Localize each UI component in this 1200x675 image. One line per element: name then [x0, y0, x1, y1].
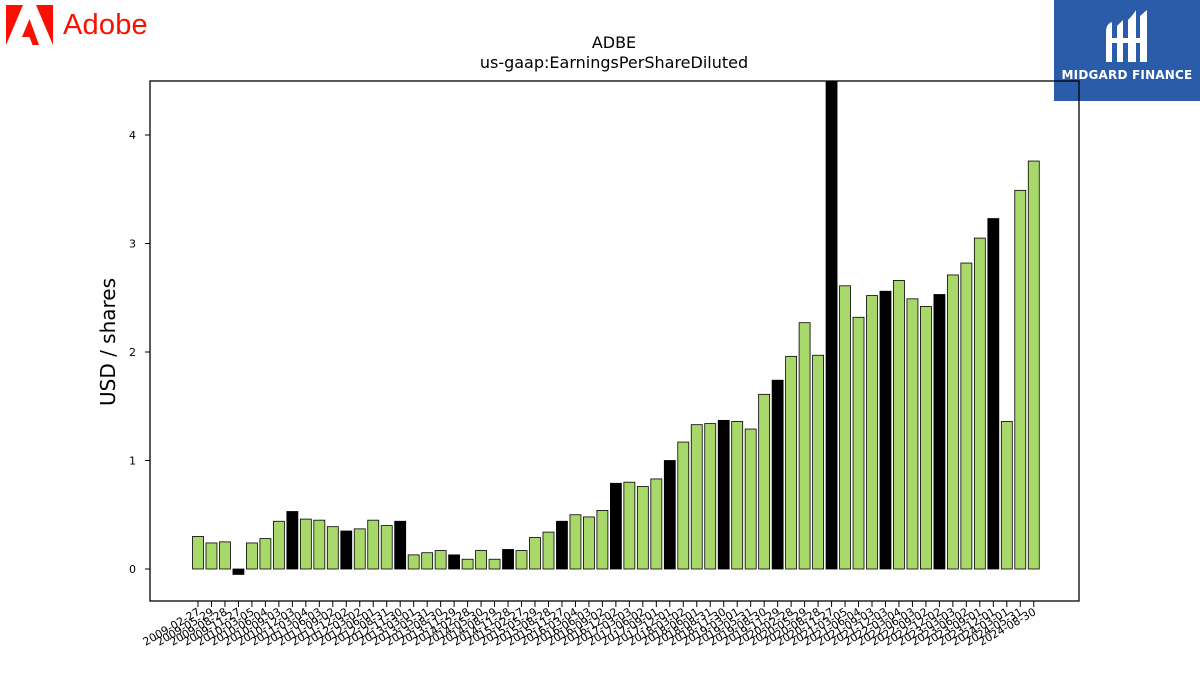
bar-2009-02-27: [192, 536, 204, 570]
chart-subtitle: us-gaap:EarningsPerShareDiluted: [480, 53, 748, 72]
y-tick-label: 1: [129, 455, 136, 468]
x-ticks-group: 2009-02-272009-05-292009-08-282009-11-27…: [141, 601, 1038, 649]
bar-2020-02-28: [785, 355, 798, 570]
bar-2020-05-29: [798, 322, 811, 570]
watermark-name: MIDGARD FINANCE: [1061, 68, 1193, 82]
bar-2012-03-02: [353, 528, 366, 570]
bar-2013-03-01: [407, 554, 420, 570]
bar-2010-09-03: [272, 520, 285, 570]
y-ticks-group: 0 1 2 3 4: [129, 129, 150, 576]
bar-2023-12-01: [987, 218, 1000, 570]
bar-2021-03-05: [839, 285, 851, 570]
bar-2022-09-02: [920, 306, 932, 570]
bar-2014-08-29: [488, 558, 501, 570]
bar-2016-09-02: [596, 510, 609, 570]
bar-2019-05-31: [744, 428, 757, 570]
y-axis-label: USD / shares: [96, 278, 120, 406]
bar-2018-06-01: [690, 424, 703, 570]
bar-2023-06-02: [960, 262, 973, 570]
bar-2013-11-29: [448, 554, 461, 570]
bar-2012-11-30: [394, 520, 407, 570]
bar-2021-12-03: [879, 290, 892, 570]
bar-2009-11-27: [232, 568, 245, 575]
y-tick-label: 3: [129, 238, 136, 251]
bar-2022-06-03: [906, 298, 919, 570]
bar-2015-05-29: [529, 537, 541, 570]
watermark-logo: MIDGARD FINANCE: [1054, 0, 1200, 101]
bar-2018-08-31: [704, 423, 717, 570]
bar-2024-03-01: [1000, 421, 1013, 570]
bar-2020-11-27: [825, 80, 838, 570]
bar-2017-09-01: [650, 478, 663, 570]
bar-2011-03-04: [299, 518, 312, 570]
bar-2015-11-27: [556, 520, 568, 570]
bar-2010-12-03: [286, 511, 299, 570]
bar-2024-08-30: [1027, 160, 1040, 570]
bar-2016-03-04: [569, 514, 582, 570]
bar-2017-12-01: [663, 460, 676, 570]
y-tick-label: 2: [129, 346, 136, 359]
bar-2012-06-01: [367, 519, 380, 570]
bar-2011-06-03: [313, 519, 326, 570]
bar-2010-03-05: [246, 542, 258, 570]
bar-2014-11-28: [502, 549, 514, 570]
bar-2016-12-02: [609, 482, 622, 570]
bar-2013-08-30: [434, 550, 447, 570]
bar-2009-08-28: [219, 541, 231, 570]
bar-2018-03-02: [677, 441, 690, 570]
adobe-logo-icon: [6, 5, 53, 45]
bar-2010-06-04: [259, 538, 272, 570]
bar-2023-03-03: [946, 274, 959, 570]
bar-2020-08-28: [812, 354, 824, 570]
bar-2018-11-30: [717, 419, 730, 570]
bar-2017-06-02: [636, 486, 649, 570]
bar-2019-11-29: [771, 379, 784, 570]
brand-name: Adobe: [63, 8, 148, 41]
bar-2024-05-31: [1014, 189, 1027, 570]
bar-2013-05-31: [421, 552, 434, 570]
bar-2012-08-31: [380, 525, 393, 570]
bar-2023-09-01: [973, 237, 986, 570]
bar-2014-02-28: [461, 558, 474, 570]
bar-2016-06-03: [583, 516, 595, 570]
bar-2011-09-02: [326, 526, 339, 570]
bar-2015-02-27: [515, 550, 528, 570]
bar-2022-12-02: [933, 294, 946, 570]
bar-2019-08-30: [758, 393, 771, 570]
bars-group: [192, 80, 1040, 575]
y-tick-label: 0: [129, 563, 136, 576]
brand: Adobe: [6, 4, 148, 46]
bar-2014-05-30: [475, 550, 487, 570]
bar-2015-08-28: [542, 531, 555, 570]
bar-2017-03-03: [623, 481, 636, 570]
y-tick-label: 4: [129, 129, 136, 142]
bar-2009-05-29: [205, 542, 218, 570]
bar-2019-03-01: [731, 421, 744, 570]
bar-2022-03-04: [893, 279, 905, 570]
bar-2011-12-02: [340, 530, 353, 570]
bar-2021-09-03: [866, 295, 878, 570]
midgard-finance-logo-icon: [1106, 10, 1147, 62]
plot-frame: [149, 80, 1080, 602]
bar-2021-06-04: [852, 316, 865, 570]
chart-title: ADBE: [592, 33, 636, 52]
